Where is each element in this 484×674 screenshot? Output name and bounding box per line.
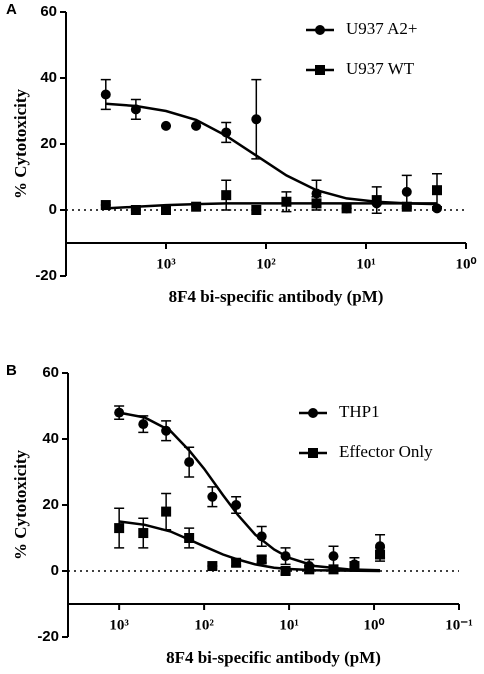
data-point: [431, 203, 442, 214]
data-point: [100, 89, 111, 100]
data-point: [130, 205, 141, 215]
data-point: [221, 127, 232, 138]
fit-curve: [118, 411, 381, 572]
x-tick-label: 10¹: [356, 256, 376, 272]
x-axis-title: 8F4 bi-specific antibody (pM): [166, 648, 381, 667]
data-point: [256, 531, 267, 542]
data-point: [251, 114, 262, 125]
x-tick-label: 10¹: [279, 617, 299, 633]
data-point: [191, 120, 202, 131]
fit-curve: [105, 202, 437, 210]
y-tick-label: 20: [42, 496, 59, 513]
y-tick-label: 20: [40, 135, 57, 152]
legend-label: THP1: [339, 402, 380, 421]
y-tick-label: -20: [35, 267, 57, 284]
data-point: [191, 201, 202, 212]
data-point: [161, 205, 171, 215]
data-point: [251, 205, 262, 215]
data-point: [114, 407, 125, 418]
data-point: [231, 557, 242, 568]
y-axis-title: % Cytotoxicity: [11, 89, 30, 200]
legend-marker: [315, 65, 325, 75]
data-point: [375, 549, 386, 560]
x-tick-label: 10²: [194, 617, 214, 633]
data-point: [371, 195, 382, 206]
data-point: [311, 198, 322, 209]
data-point: [231, 500, 242, 510]
legend-label: U937 A2+: [346, 19, 417, 38]
data-point: [184, 533, 195, 543]
x-tick-label: 10³: [109, 617, 129, 633]
y-tick-label: 40: [40, 69, 57, 86]
legend-marker: [315, 25, 325, 35]
x-tick-label: 10³: [156, 256, 176, 272]
data-point: [256, 554, 267, 565]
panel-label: A: [6, 1, 17, 18]
x-tick-label: 10²: [256, 256, 276, 272]
x-tick-label: 10⁻¹: [445, 617, 472, 633]
y-tick-label: 0: [51, 562, 59, 579]
data-point: [161, 425, 172, 436]
data-point: [328, 551, 339, 562]
data-point: [281, 196, 292, 207]
data-point: [100, 200, 111, 211]
data-point: [349, 561, 360, 572]
data-point: [114, 523, 125, 534]
y-tick-label: 60: [42, 364, 59, 381]
y-tick-label: 0: [49, 201, 57, 218]
x-tick-label: 10⁰: [455, 256, 476, 272]
data-point: [401, 186, 412, 197]
x-axis-title: 8F4 bi-specific antibody (pM): [169, 287, 384, 306]
legend-marker: [308, 408, 318, 418]
data-point: [341, 203, 352, 214]
data-point: [138, 419, 149, 430]
data-point: [304, 564, 315, 575]
fit-curve: [105, 102, 438, 206]
x-tick-label: 10⁰: [364, 617, 385, 633]
legend-label: U937 WT: [346, 59, 415, 78]
data-point: [401, 201, 412, 212]
data-point: [207, 491, 218, 502]
y-tick-label: -20: [37, 628, 59, 645]
data-point: [161, 506, 172, 517]
data-point: [207, 561, 218, 572]
panel-label: B: [6, 362, 17, 379]
data-point: [431, 185, 442, 196]
legend-marker: [308, 448, 318, 458]
data-point: [375, 541, 386, 552]
data-point: [161, 120, 171, 131]
y-axis-title: % Cytotoxicity: [11, 450, 30, 561]
data-point: [311, 188, 322, 199]
data-point: [280, 551, 291, 562]
data-point: [280, 566, 291, 576]
y-tick-label: 60: [40, 3, 57, 20]
data-point: [221, 190, 232, 201]
data-point: [138, 528, 149, 539]
data-point: [130, 104, 141, 115]
data-point: [328, 564, 339, 575]
legend-label: Effector Only: [339, 442, 433, 461]
y-tick-label: 40: [42, 430, 59, 447]
data-point: [184, 457, 195, 468]
